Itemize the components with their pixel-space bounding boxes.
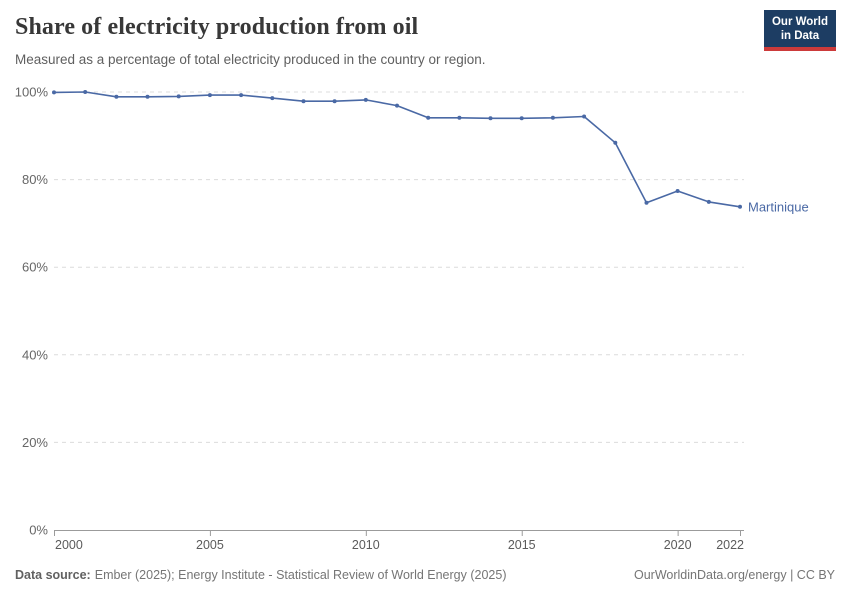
x-axis-label: 2015 [508,538,536,552]
data-point [644,200,649,205]
data-point [332,99,337,104]
data-point [426,115,431,120]
x-axis-label: 2000 [55,538,83,552]
data-point [550,115,555,120]
data-point [363,97,368,102]
owid-logo: Our World in Data [763,10,836,51]
y-axis-label: 20% [22,435,48,450]
owid-logo-line1: Our World [771,16,828,28]
y-axis-label: 0% [29,523,48,538]
data-point [114,94,119,99]
data-point [239,93,244,98]
y-axis-label: 100% [15,85,49,100]
page-title: Share of electricity production from oil [15,14,419,40]
data-point [52,90,56,95]
data-point [176,94,181,99]
data-point [395,103,399,108]
data-point [706,199,711,204]
series-line [53,91,741,208]
data-point [738,204,742,209]
owid-logo-line2: in Data [780,30,820,43]
x-axis-label: 2022 [716,538,744,552]
data-point [301,99,306,104]
data-point [519,116,524,121]
series-end-label: Martinique [748,199,809,214]
data-point [270,96,275,101]
data-point [457,115,462,120]
x-axis-label: 2010 [352,538,380,552]
data-source-text: Ember (2025); Energy Institute - Statist… [94,568,507,582]
data-point [83,90,88,94]
chart-footer: Data source: Ember (2025); Energy Institu… [15,568,835,582]
data-point [613,140,618,145]
y-axis-label: 40% [22,347,48,362]
data-point [145,94,150,99]
data-point [488,116,493,121]
y-axis-label: 60% [22,260,48,275]
data-source: Data source: Ember (2025); Energy Institu… [15,568,506,582]
y-axis-label: 80% [22,172,48,187]
x-axis-label: 2005 [196,538,224,552]
license-attribution: OurWorldinData.org/energy | CC BY [633,568,835,582]
data-point [675,189,680,193]
x-axis-label: 2020 [664,538,692,552]
data-point [582,114,587,119]
chart-subtitle: Measured as a percentage of total electr… [15,52,486,67]
data-source-label: Data source: [15,568,91,582]
data-point [207,93,212,98]
